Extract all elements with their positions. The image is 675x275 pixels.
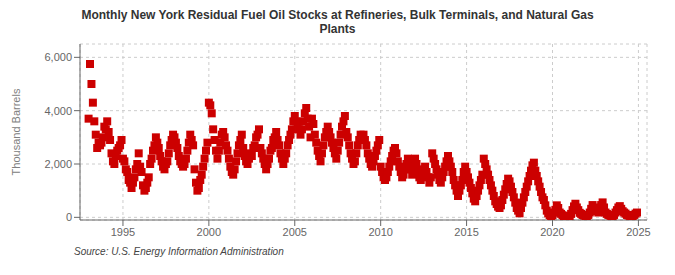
svg-text:6,000: 6,000 <box>44 51 72 63</box>
svg-text:0: 0 <box>66 211 72 223</box>
svg-text:1995: 1995 <box>111 226 135 238</box>
html-text:Plants: Plants <box>319 22 356 36</box>
svg-text:2025: 2025 <box>626 226 650 238</box>
svg-text:2015: 2015 <box>454 226 478 238</box>
svg-text:2000: 2000 <box>197 226 221 238</box>
svg-text:2005: 2005 <box>283 226 307 238</box>
html-text:Monthly New York Residual Fuel: Monthly New York Residual Fuel Oil Stock… <box>81 8 594 22</box>
svg-text:2020: 2020 <box>540 226 564 238</box>
html-text:Source: U.S. Energy Informatio: Source: U.S. Energy Information Administ… <box>74 246 284 257</box>
svg-text:Thousand Barrels: Thousand Barrels <box>10 88 22 175</box>
svg-text:2,000: 2,000 <box>44 158 72 170</box>
svg-text:2010: 2010 <box>368 226 392 238</box>
svg-text:4,000: 4,000 <box>44 105 72 117</box>
